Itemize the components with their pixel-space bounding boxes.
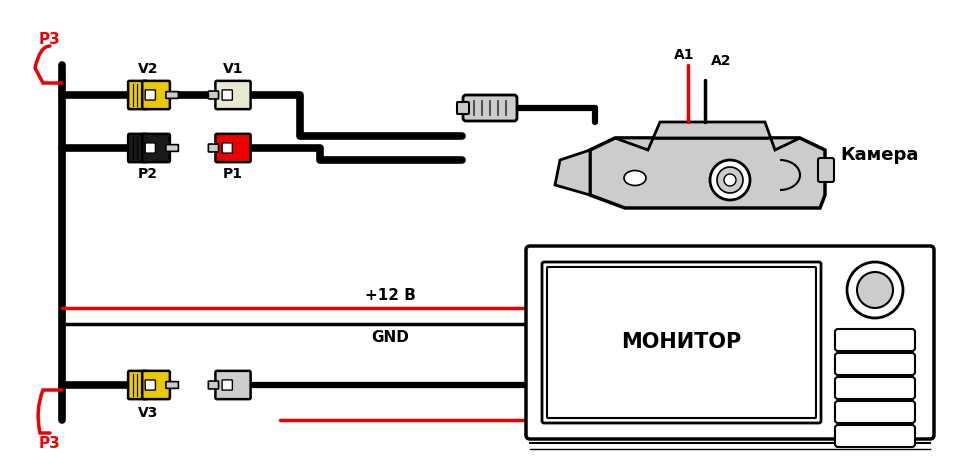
FancyBboxPatch shape [142,371,170,399]
Text: V2: V2 [137,62,158,76]
FancyBboxPatch shape [166,382,179,388]
Text: V3: V3 [138,406,158,420]
Text: P3: P3 [38,436,60,450]
Text: P1: P1 [223,167,243,181]
FancyBboxPatch shape [835,401,915,423]
FancyBboxPatch shape [128,81,147,109]
FancyBboxPatch shape [818,158,834,182]
FancyBboxPatch shape [835,377,915,399]
FancyBboxPatch shape [145,90,156,100]
Text: A1: A1 [674,48,694,62]
Text: A2: A2 [710,54,732,68]
FancyBboxPatch shape [145,380,156,390]
FancyBboxPatch shape [526,246,934,439]
FancyBboxPatch shape [208,144,219,152]
FancyBboxPatch shape [215,81,251,109]
Circle shape [717,167,743,193]
FancyBboxPatch shape [542,262,821,423]
FancyBboxPatch shape [222,380,232,390]
FancyBboxPatch shape [835,353,915,375]
FancyBboxPatch shape [208,381,219,389]
Ellipse shape [624,170,646,185]
Polygon shape [615,122,800,150]
FancyBboxPatch shape [215,134,251,162]
Circle shape [724,174,736,186]
Text: Камера: Камера [840,146,919,164]
FancyBboxPatch shape [457,102,469,114]
FancyBboxPatch shape [128,371,147,399]
Polygon shape [590,138,825,208]
FancyBboxPatch shape [222,143,232,153]
FancyBboxPatch shape [128,134,147,162]
Text: GND: GND [372,329,409,345]
Circle shape [857,272,893,308]
FancyBboxPatch shape [142,81,170,109]
Text: +12 В: +12 В [365,288,416,303]
FancyBboxPatch shape [835,425,915,447]
FancyBboxPatch shape [208,91,219,99]
FancyBboxPatch shape [215,371,251,399]
Circle shape [847,262,903,318]
FancyBboxPatch shape [145,143,156,153]
Text: P3: P3 [38,33,60,48]
FancyBboxPatch shape [142,134,170,162]
Polygon shape [555,150,590,195]
Text: МОНИТОР: МОНИТОР [621,332,742,353]
FancyBboxPatch shape [463,95,517,121]
FancyBboxPatch shape [166,144,179,152]
Circle shape [710,160,750,200]
FancyBboxPatch shape [547,267,816,418]
Text: P2: P2 [138,167,158,181]
FancyBboxPatch shape [166,92,179,98]
Text: V1: V1 [223,62,243,76]
FancyBboxPatch shape [835,329,915,351]
FancyBboxPatch shape [222,90,232,100]
